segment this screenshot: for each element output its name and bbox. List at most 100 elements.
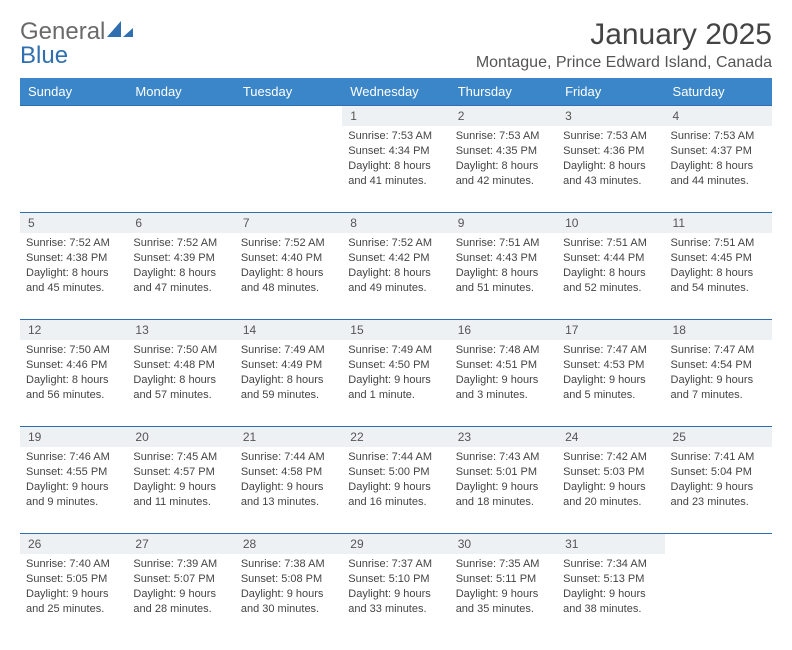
sunset-line: Sunset: 4:34 PM bbox=[348, 145, 429, 157]
day-number: 7 bbox=[235, 212, 342, 233]
daylight-line: Daylight: 8 hours and 45 minutes. bbox=[26, 267, 109, 294]
day-number-blank bbox=[665, 533, 772, 554]
day-number: 26 bbox=[20, 533, 127, 554]
sunset-line: Sunset: 4:49 PM bbox=[241, 359, 322, 371]
day-cell: Sunrise: 7:43 AMSunset: 5:01 PMDaylight:… bbox=[450, 447, 557, 513]
daylight-line: Daylight: 9 hours and 16 minutes. bbox=[348, 481, 431, 508]
sunrise-line: Sunrise: 7:53 AM bbox=[563, 130, 647, 142]
day-number: 3 bbox=[557, 105, 664, 126]
sunset-line: Sunset: 4:38 PM bbox=[26, 252, 107, 264]
daylight-line: Daylight: 9 hours and 3 minutes. bbox=[456, 374, 539, 401]
daylight-line: Daylight: 9 hours and 5 minutes. bbox=[563, 374, 646, 401]
day-number: 10 bbox=[557, 212, 664, 233]
day-cell: Sunrise: 7:52 AMSunset: 4:40 PMDaylight:… bbox=[235, 233, 342, 299]
daynum-row: 1234 bbox=[20, 105, 772, 126]
sunrise-line: Sunrise: 7:47 AM bbox=[671, 344, 755, 356]
sunset-line: Sunset: 4:35 PM bbox=[456, 145, 537, 157]
day-number: 21 bbox=[235, 426, 342, 447]
sunrise-line: Sunrise: 7:51 AM bbox=[671, 237, 755, 249]
day-number: 14 bbox=[235, 319, 342, 340]
content-row: Sunrise: 7:46 AMSunset: 4:55 PMDaylight:… bbox=[20, 447, 772, 533]
day-cell: Sunrise: 7:35 AMSunset: 5:11 PMDaylight:… bbox=[450, 554, 557, 620]
day-number: 30 bbox=[450, 533, 557, 554]
daylight-line: Daylight: 8 hours and 54 minutes. bbox=[671, 267, 754, 294]
daylight-line: Daylight: 8 hours and 42 minutes. bbox=[456, 160, 539, 187]
sunset-line: Sunset: 4:40 PM bbox=[241, 252, 322, 264]
day-cell: Sunrise: 7:38 AMSunset: 5:08 PMDaylight:… bbox=[235, 554, 342, 620]
day-number: 29 bbox=[342, 533, 449, 554]
daynum-row: 19202122232425 bbox=[20, 426, 772, 447]
day-number: 20 bbox=[127, 426, 234, 447]
sunrise-line: Sunrise: 7:49 AM bbox=[241, 344, 325, 356]
sunrise-line: Sunrise: 7:34 AM bbox=[563, 558, 647, 570]
day-number: 15 bbox=[342, 319, 449, 340]
sunrise-line: Sunrise: 7:52 AM bbox=[26, 237, 110, 249]
day-cell: Sunrise: 7:53 AM Sunset: 4:37 PM Daylight:… bbox=[665, 126, 772, 192]
sunrise-line: Sunrise: 7:39 AM bbox=[133, 558, 217, 570]
daylight-line: Daylight: 9 hours and 13 minutes. bbox=[241, 481, 324, 508]
day-cell-blank bbox=[127, 126, 234, 133]
daylight-line: Daylight: 8 hours and 56 minutes. bbox=[26, 374, 109, 401]
calendar-table: SundayMondayTuesdayWednesdayThursdayFrid… bbox=[20, 78, 772, 640]
day-cell-blank bbox=[235, 126, 342, 133]
day-cell: Sunrise: 7:53 AMSunset: 4:35 PMDaylight:… bbox=[450, 126, 557, 192]
day-cell: Sunrise: 7:53 AMSunset: 4:36 PMDaylight:… bbox=[557, 126, 664, 192]
daylight-line: Daylight: 8 hours and 43 minutes. bbox=[563, 160, 646, 187]
sunrise-line: Sunrise: 7:53 AM bbox=[671, 130, 755, 142]
day-number: 28 bbox=[235, 533, 342, 554]
sunrise-line: Sunrise: 7:51 AM bbox=[456, 237, 540, 249]
daylight-line: Daylight: 8 hours and 59 minutes. bbox=[241, 374, 324, 401]
sunrise-line: Sunrise: 7:37 AM bbox=[348, 558, 432, 570]
sunset-line: Sunset: 4:57 PM bbox=[133, 466, 214, 478]
day-cell: Sunrise: 7:53 AMSunset: 4:34 PMDaylight:… bbox=[342, 126, 449, 192]
day-cell: Sunrise: 7:49 AM Sunset: 4:49 PM Daylight:… bbox=[235, 340, 342, 406]
sunset-line: Sunset: 5:11 PM bbox=[456, 573, 537, 585]
weekday-header: Tuesday bbox=[235, 78, 342, 105]
sunset-line: Sunset: 4:44 PM bbox=[563, 252, 644, 264]
sunrise-line: Sunrise: 7:52 AM bbox=[348, 237, 432, 249]
day-cell: Sunrise: 7:44 AM Sunset: 4:58 PM Daylight:… bbox=[235, 447, 342, 513]
day-number-blank bbox=[20, 105, 127, 126]
day-cell: Sunrise: 7:41 AMSunset: 5:04 PMDaylight:… bbox=[665, 447, 772, 513]
day-cell: Sunrise: 7:52 AM Sunset: 4:38 PM Daylight:… bbox=[20, 233, 127, 299]
day-cell: Sunrise: 7:51 AMSunset: 4:44 PMDaylight:… bbox=[557, 233, 664, 299]
sunset-line: Sunset: 4:58 PM bbox=[241, 466, 322, 478]
sunset-line: Sunset: 4:46 PM bbox=[26, 359, 107, 371]
sunrise-line: Sunrise: 7:42 AM bbox=[563, 451, 647, 463]
daylight-line: Daylight: 8 hours and 47 minutes. bbox=[133, 267, 216, 294]
calendar-head: SundayMondayTuesdayWednesdayThursdayFrid… bbox=[20, 78, 772, 105]
day-number: 6 bbox=[127, 212, 234, 233]
day-cell: Sunrise: 7:47 AMSunset: 4:53 PMDaylight:… bbox=[557, 340, 664, 406]
logo-text-blue: Blue bbox=[20, 42, 135, 70]
daylight-line: Daylight: 8 hours and 52 minutes. bbox=[563, 267, 646, 294]
logo-sail-icon bbox=[107, 18, 135, 46]
daynum-row: 567891011 bbox=[20, 212, 772, 233]
day-number: 18 bbox=[665, 319, 772, 340]
sunset-line: Sunset: 4:42 PM bbox=[348, 252, 429, 264]
logo: GeneralBlue bbox=[20, 18, 135, 70]
sunset-line: Sunset: 4:37 PM bbox=[671, 145, 752, 157]
day-number: 27 bbox=[127, 533, 234, 554]
daylight-line: Daylight: 8 hours and 51 minutes. bbox=[456, 267, 539, 294]
day-cell: Sunrise: 7:51 AM Sunset: 4:43 PM Daylight:… bbox=[450, 233, 557, 299]
day-number: 13 bbox=[127, 319, 234, 340]
sunset-line: Sunset: 4:51 PM bbox=[456, 359, 537, 371]
daylight-line: Daylight: 9 hours and 9 minutes. bbox=[26, 481, 109, 508]
day-cell: Sunrise: 7:52 AMSunset: 4:39 PMDaylight:… bbox=[127, 233, 234, 299]
sunrise-line: Sunrise: 7:38 AM bbox=[241, 558, 325, 570]
day-cell: Sunrise: 7:51 AMSunset: 4:45 PMDaylight:… bbox=[665, 233, 772, 299]
daylight-line: Daylight: 8 hours and 44 minutes. bbox=[671, 160, 754, 187]
sunrise-line: Sunrise: 7:40 AM bbox=[26, 558, 110, 570]
sunset-line: Sunset: 5:07 PM bbox=[133, 573, 214, 585]
weekday-header: Thursday bbox=[450, 78, 557, 105]
sunrise-line: Sunrise: 7:44 AM bbox=[241, 451, 325, 463]
day-cell: Sunrise: 7:42 AMSunset: 5:03 PMDaylight:… bbox=[557, 447, 664, 513]
sunrise-line: Sunrise: 7:41 AM bbox=[671, 451, 755, 463]
day-number: 11 bbox=[665, 212, 772, 233]
day-number: 5 bbox=[20, 212, 127, 233]
sunset-line: Sunset: 4:43 PM bbox=[456, 252, 537, 264]
day-number: 17 bbox=[557, 319, 664, 340]
daylight-line: Daylight: 8 hours and 41 minutes. bbox=[348, 160, 431, 187]
calendar-body: 1234Sunrise: 7:53 AMSunset: 4:34 PMDayli… bbox=[20, 105, 772, 640]
daylight-line: Daylight: 9 hours and 30 minutes. bbox=[241, 588, 324, 615]
